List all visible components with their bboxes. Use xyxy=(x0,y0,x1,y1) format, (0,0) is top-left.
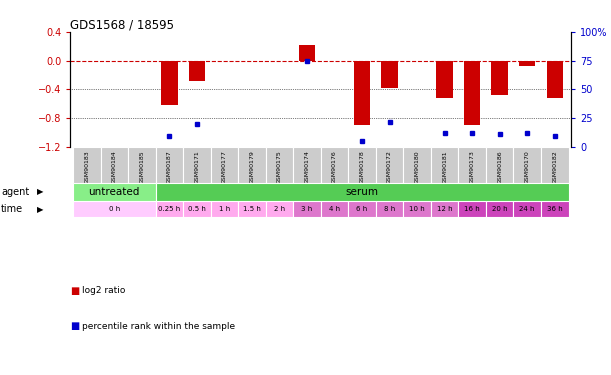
Text: ■: ■ xyxy=(70,286,79,296)
Text: GSM90174: GSM90174 xyxy=(304,150,310,184)
Bar xyxy=(381,61,398,88)
Bar xyxy=(156,147,183,183)
Bar xyxy=(431,201,458,217)
Bar xyxy=(348,201,376,217)
Bar xyxy=(211,201,238,217)
Bar xyxy=(101,147,128,183)
Bar xyxy=(183,147,211,183)
Text: 0 h: 0 h xyxy=(109,206,120,212)
Text: untreated: untreated xyxy=(89,187,140,197)
Bar xyxy=(156,201,183,217)
Text: GSM90170: GSM90170 xyxy=(525,150,530,184)
Text: percentile rank within the sample: percentile rank within the sample xyxy=(82,322,236,331)
Bar xyxy=(403,201,431,217)
Bar xyxy=(266,147,293,183)
Text: GSM90182: GSM90182 xyxy=(552,150,557,184)
Text: 4 h: 4 h xyxy=(329,206,340,212)
Text: 36 h: 36 h xyxy=(547,206,563,212)
Bar xyxy=(73,147,101,183)
Bar xyxy=(189,61,205,81)
Text: GDS1568 / 18595: GDS1568 / 18595 xyxy=(70,19,174,32)
Text: GSM90186: GSM90186 xyxy=(497,150,502,184)
Bar xyxy=(541,147,568,183)
Bar xyxy=(73,201,156,217)
Bar xyxy=(238,201,266,217)
Text: GSM90176: GSM90176 xyxy=(332,150,337,184)
Bar xyxy=(128,147,156,183)
Bar xyxy=(513,201,541,217)
Bar xyxy=(436,61,453,98)
Bar xyxy=(376,201,403,217)
Text: 3 h: 3 h xyxy=(301,206,313,212)
Bar xyxy=(321,201,348,217)
Bar xyxy=(486,201,513,217)
Text: GSM90181: GSM90181 xyxy=(442,150,447,184)
Text: 24 h: 24 h xyxy=(519,206,535,212)
Bar xyxy=(458,147,486,183)
Text: GSM90180: GSM90180 xyxy=(415,150,420,184)
Text: 0.5 h: 0.5 h xyxy=(188,206,206,212)
Bar xyxy=(161,61,178,105)
Text: 8 h: 8 h xyxy=(384,206,395,212)
Bar xyxy=(546,61,563,98)
Text: GSM90175: GSM90175 xyxy=(277,150,282,184)
Bar xyxy=(238,147,266,183)
Bar xyxy=(293,201,321,217)
Bar xyxy=(183,201,211,217)
Bar xyxy=(458,201,486,217)
Text: GSM90183: GSM90183 xyxy=(84,150,89,184)
Text: ■: ■ xyxy=(70,321,79,331)
Text: 6 h: 6 h xyxy=(356,206,368,212)
Bar xyxy=(376,147,403,183)
Bar xyxy=(266,201,293,217)
Bar xyxy=(491,61,508,95)
Bar xyxy=(348,147,376,183)
Text: 2 h: 2 h xyxy=(274,206,285,212)
Text: 16 h: 16 h xyxy=(464,206,480,212)
Text: 12 h: 12 h xyxy=(437,206,453,212)
Text: log2 ratio: log2 ratio xyxy=(82,286,126,295)
Text: GSM90173: GSM90173 xyxy=(470,150,475,184)
Text: agent: agent xyxy=(1,187,29,197)
Text: 0.25 h: 0.25 h xyxy=(158,206,180,212)
Text: 1.5 h: 1.5 h xyxy=(243,206,261,212)
Bar xyxy=(403,147,431,183)
Text: GSM90179: GSM90179 xyxy=(249,150,254,184)
Bar xyxy=(354,61,370,126)
Bar xyxy=(299,45,315,61)
Text: 20 h: 20 h xyxy=(492,206,508,212)
Bar xyxy=(464,61,480,126)
Text: 10 h: 10 h xyxy=(409,206,425,212)
Text: GSM90178: GSM90178 xyxy=(359,150,365,184)
Text: serum: serum xyxy=(346,187,379,197)
Bar xyxy=(156,183,568,201)
Text: GSM90184: GSM90184 xyxy=(112,150,117,184)
Bar xyxy=(486,147,513,183)
Text: ▶: ▶ xyxy=(37,188,43,196)
Bar xyxy=(211,147,238,183)
Bar xyxy=(321,147,348,183)
Text: ▶: ▶ xyxy=(37,205,43,214)
Text: GSM90172: GSM90172 xyxy=(387,150,392,184)
Bar xyxy=(431,147,458,183)
Text: GSM90185: GSM90185 xyxy=(139,150,144,184)
Text: GSM90187: GSM90187 xyxy=(167,150,172,184)
Bar xyxy=(541,201,568,217)
Text: GSM90177: GSM90177 xyxy=(222,150,227,184)
Bar xyxy=(519,61,535,66)
Text: GSM90171: GSM90171 xyxy=(194,150,199,184)
Bar xyxy=(513,147,541,183)
Text: time: time xyxy=(1,204,23,214)
Bar xyxy=(73,183,156,201)
Bar xyxy=(293,147,321,183)
Text: 1 h: 1 h xyxy=(219,206,230,212)
